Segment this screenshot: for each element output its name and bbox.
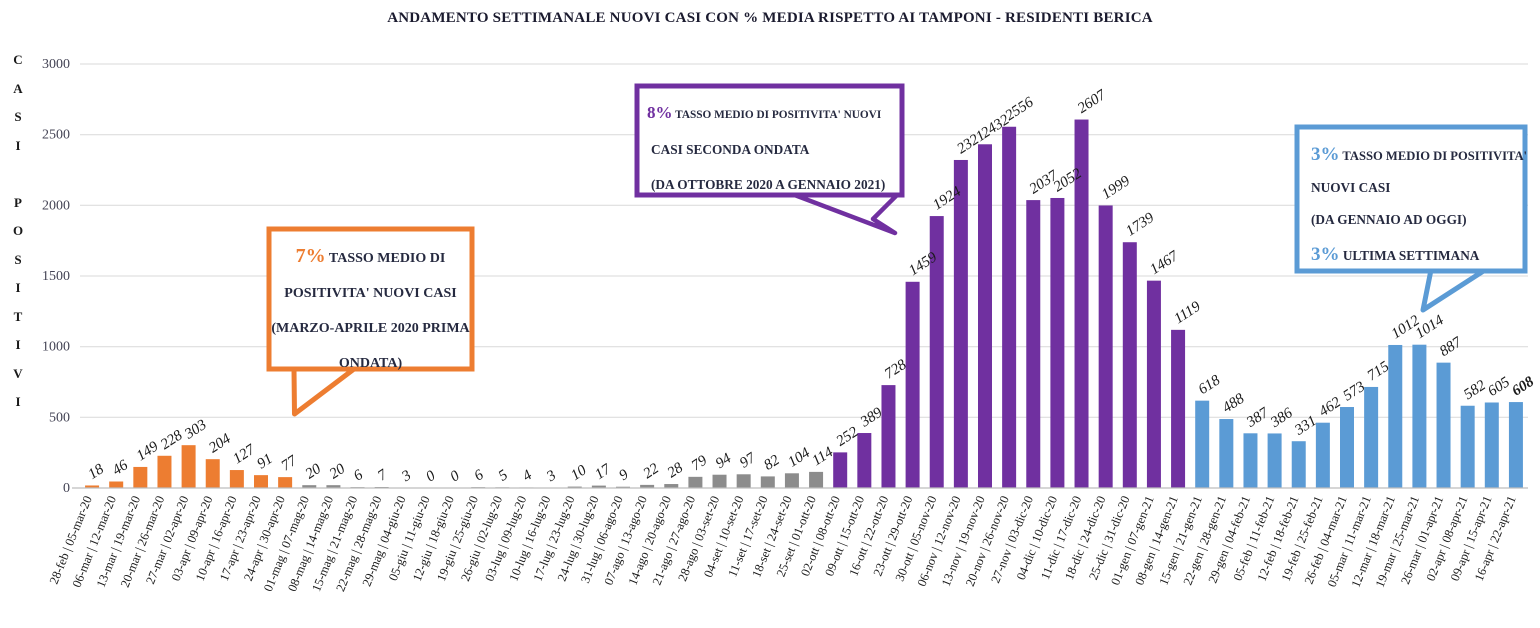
svg-text:20: 20 xyxy=(327,461,349,483)
svg-text:2556: 2556 xyxy=(1003,94,1037,124)
svg-text:3% ULTIMA SETTIMANA: 3% ULTIMA SETTIMANA xyxy=(1311,244,1480,265)
svg-text:(MARZO-APRILE 2020 PRIMA: (MARZO-APRILE 2020 PRIMA xyxy=(271,321,470,336)
svg-text:104: 104 xyxy=(785,445,813,471)
svg-text:488: 488 xyxy=(1220,390,1248,416)
svg-text:1000: 1000 xyxy=(42,340,70,355)
svg-text:91: 91 xyxy=(254,451,275,473)
svg-text:1999: 1999 xyxy=(1099,173,1133,203)
svg-text:3: 3 xyxy=(398,467,414,485)
svg-text:46: 46 xyxy=(110,457,132,479)
svg-text:303: 303 xyxy=(181,417,209,443)
svg-text:0: 0 xyxy=(63,481,70,496)
svg-text:(DA GENNAIO AD OGGI): (DA GENNAIO AD OGGI) xyxy=(1311,212,1467,227)
svg-text:6: 6 xyxy=(472,467,487,485)
svg-text:82: 82 xyxy=(761,452,783,474)
svg-text:573: 573 xyxy=(1340,379,1368,405)
svg-text:204: 204 xyxy=(206,431,234,457)
svg-text:7: 7 xyxy=(375,466,391,484)
svg-text:(DA OTTOBRE 2020 A GENNAIO 202: (DA OTTOBRE 2020 A GENNAIO 2021) xyxy=(651,177,885,192)
svg-text:1500: 1500 xyxy=(42,269,70,284)
svg-text:94: 94 xyxy=(713,450,735,472)
svg-text:5: 5 xyxy=(496,467,511,485)
svg-text:386: 386 xyxy=(1267,405,1296,431)
svg-text:POSITIVITA' NUOVI CASI: POSITIVITA' NUOVI CASI xyxy=(284,286,456,301)
svg-text:22: 22 xyxy=(641,460,663,482)
svg-text:ONDATA): ONDATA) xyxy=(339,356,403,371)
svg-text:582: 582 xyxy=(1461,377,1489,403)
svg-text:77: 77 xyxy=(279,452,302,474)
svg-text:2607: 2607 xyxy=(1075,86,1110,117)
svg-text:0: 0 xyxy=(423,468,438,486)
svg-text:500: 500 xyxy=(49,410,70,425)
svg-text:618: 618 xyxy=(1196,372,1224,398)
svg-text:79: 79 xyxy=(689,452,711,474)
svg-text:1739: 1739 xyxy=(1123,210,1157,240)
svg-text:NUOVI CASI: NUOVI CASI xyxy=(1311,180,1390,195)
svg-text:2500: 2500 xyxy=(42,128,70,143)
svg-text:17: 17 xyxy=(592,461,615,483)
svg-text:1119: 1119 xyxy=(1172,298,1204,327)
svg-text:114: 114 xyxy=(810,444,837,469)
svg-text:6: 6 xyxy=(351,467,366,485)
svg-text:20: 20 xyxy=(303,461,325,483)
svg-text:1014: 1014 xyxy=(1413,312,1447,342)
svg-text:CASI SECONDA ONDATA: CASI SECONDA ONDATA xyxy=(651,142,810,157)
svg-text:3000: 3000 xyxy=(42,57,70,72)
svg-text:97: 97 xyxy=(737,449,760,471)
svg-text:1467: 1467 xyxy=(1147,247,1182,278)
svg-text:3: 3 xyxy=(543,467,559,485)
svg-text:28: 28 xyxy=(665,460,687,482)
svg-text:0: 0 xyxy=(448,468,463,486)
svg-text:127: 127 xyxy=(230,441,259,467)
svg-text:608: 608 xyxy=(1509,373,1537,399)
svg-text:887: 887 xyxy=(1437,334,1466,360)
svg-text:4: 4 xyxy=(520,467,535,485)
svg-text:10: 10 xyxy=(568,462,590,484)
svg-text:9: 9 xyxy=(616,466,631,484)
svg-text:2000: 2000 xyxy=(42,198,70,213)
svg-text:18: 18 xyxy=(86,461,108,483)
